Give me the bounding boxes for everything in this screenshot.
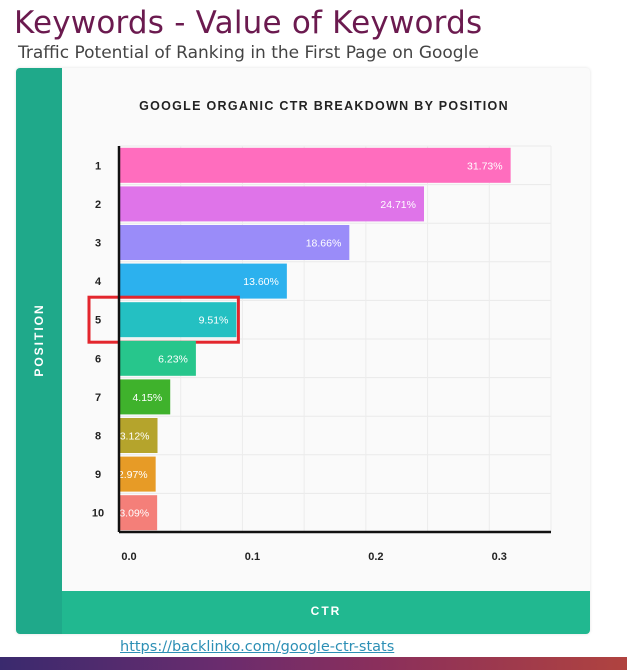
y-tick-label: 8: [95, 431, 101, 443]
bar-value-label: 3.12%: [120, 431, 150, 443]
chart-card: POSITION CTR GOOGLE ORGANIC CTR BREAKDOW…: [16, 68, 590, 634]
x-tick-label: 0.1: [245, 551, 260, 563]
bar-position-9: [119, 456, 156, 492]
y-tick-label: 4: [95, 276, 102, 288]
x-tick-label: 0.2: [368, 551, 383, 563]
chart-title: GOOGLE ORGANIC CTR BREAKDOWN BY POSITION: [139, 99, 509, 113]
slide-subtitle: Traffic Potential of Ranking in the Firs…: [18, 43, 479, 63]
bar-position-7: [119, 379, 171, 415]
y-tick-label: 10: [92, 508, 104, 520]
y-tick-label: 7: [95, 392, 101, 404]
x-tick-label: 0.3: [492, 551, 507, 563]
y-tick-label: 9: [95, 469, 101, 481]
bar-value-label: 3.09%: [119, 508, 149, 520]
bar-value-label: 2.97%: [118, 469, 148, 481]
x-axis-strip: CTR: [62, 591, 590, 634]
bar-position-3: [119, 225, 350, 260]
ctr-bar-chart: GOOGLE ORGANIC CTR BREAKDOWN BY POSITION…: [87, 99, 552, 563]
y-tick-label: 2: [95, 199, 101, 211]
source-link[interactable]: https://backlinko.com/google-ctr-stats: [120, 639, 395, 655]
x-tick-label: 0.0: [121, 551, 136, 563]
y-tick-label: 1: [95, 160, 101, 172]
footer-band: [0, 657, 627, 670]
bar-value-label: 6.23%: [158, 353, 188, 365]
bar-position-10: [119, 495, 158, 531]
bar-value-label: 31.73%: [467, 160, 503, 172]
y-tick-label: 5: [95, 315, 101, 327]
bar-value-label: 4.15%: [132, 392, 162, 404]
y-axis-strip: POSITION: [16, 68, 62, 634]
bar-value-label: 9.51%: [199, 315, 229, 327]
bar-value-label: 18.66%: [306, 238, 342, 250]
bar-position-1: [119, 147, 511, 183]
bar-position-4: [119, 263, 287, 299]
slide-title: Keywords - Value of Keywords: [14, 5, 483, 41]
bar-position-6: [119, 340, 196, 376]
y-tick-label: 3: [95, 238, 101, 250]
bar-value-label: 24.71%: [380, 199, 416, 211]
bar-position-2: [119, 186, 424, 222]
x-axis-title: CTR: [310, 604, 342, 618]
bar-value-label: 13.60%: [243, 276, 279, 288]
bar-position-5: [119, 302, 237, 338]
y-tick-label: 6: [95, 353, 101, 365]
bar-position-8: [119, 418, 158, 453]
